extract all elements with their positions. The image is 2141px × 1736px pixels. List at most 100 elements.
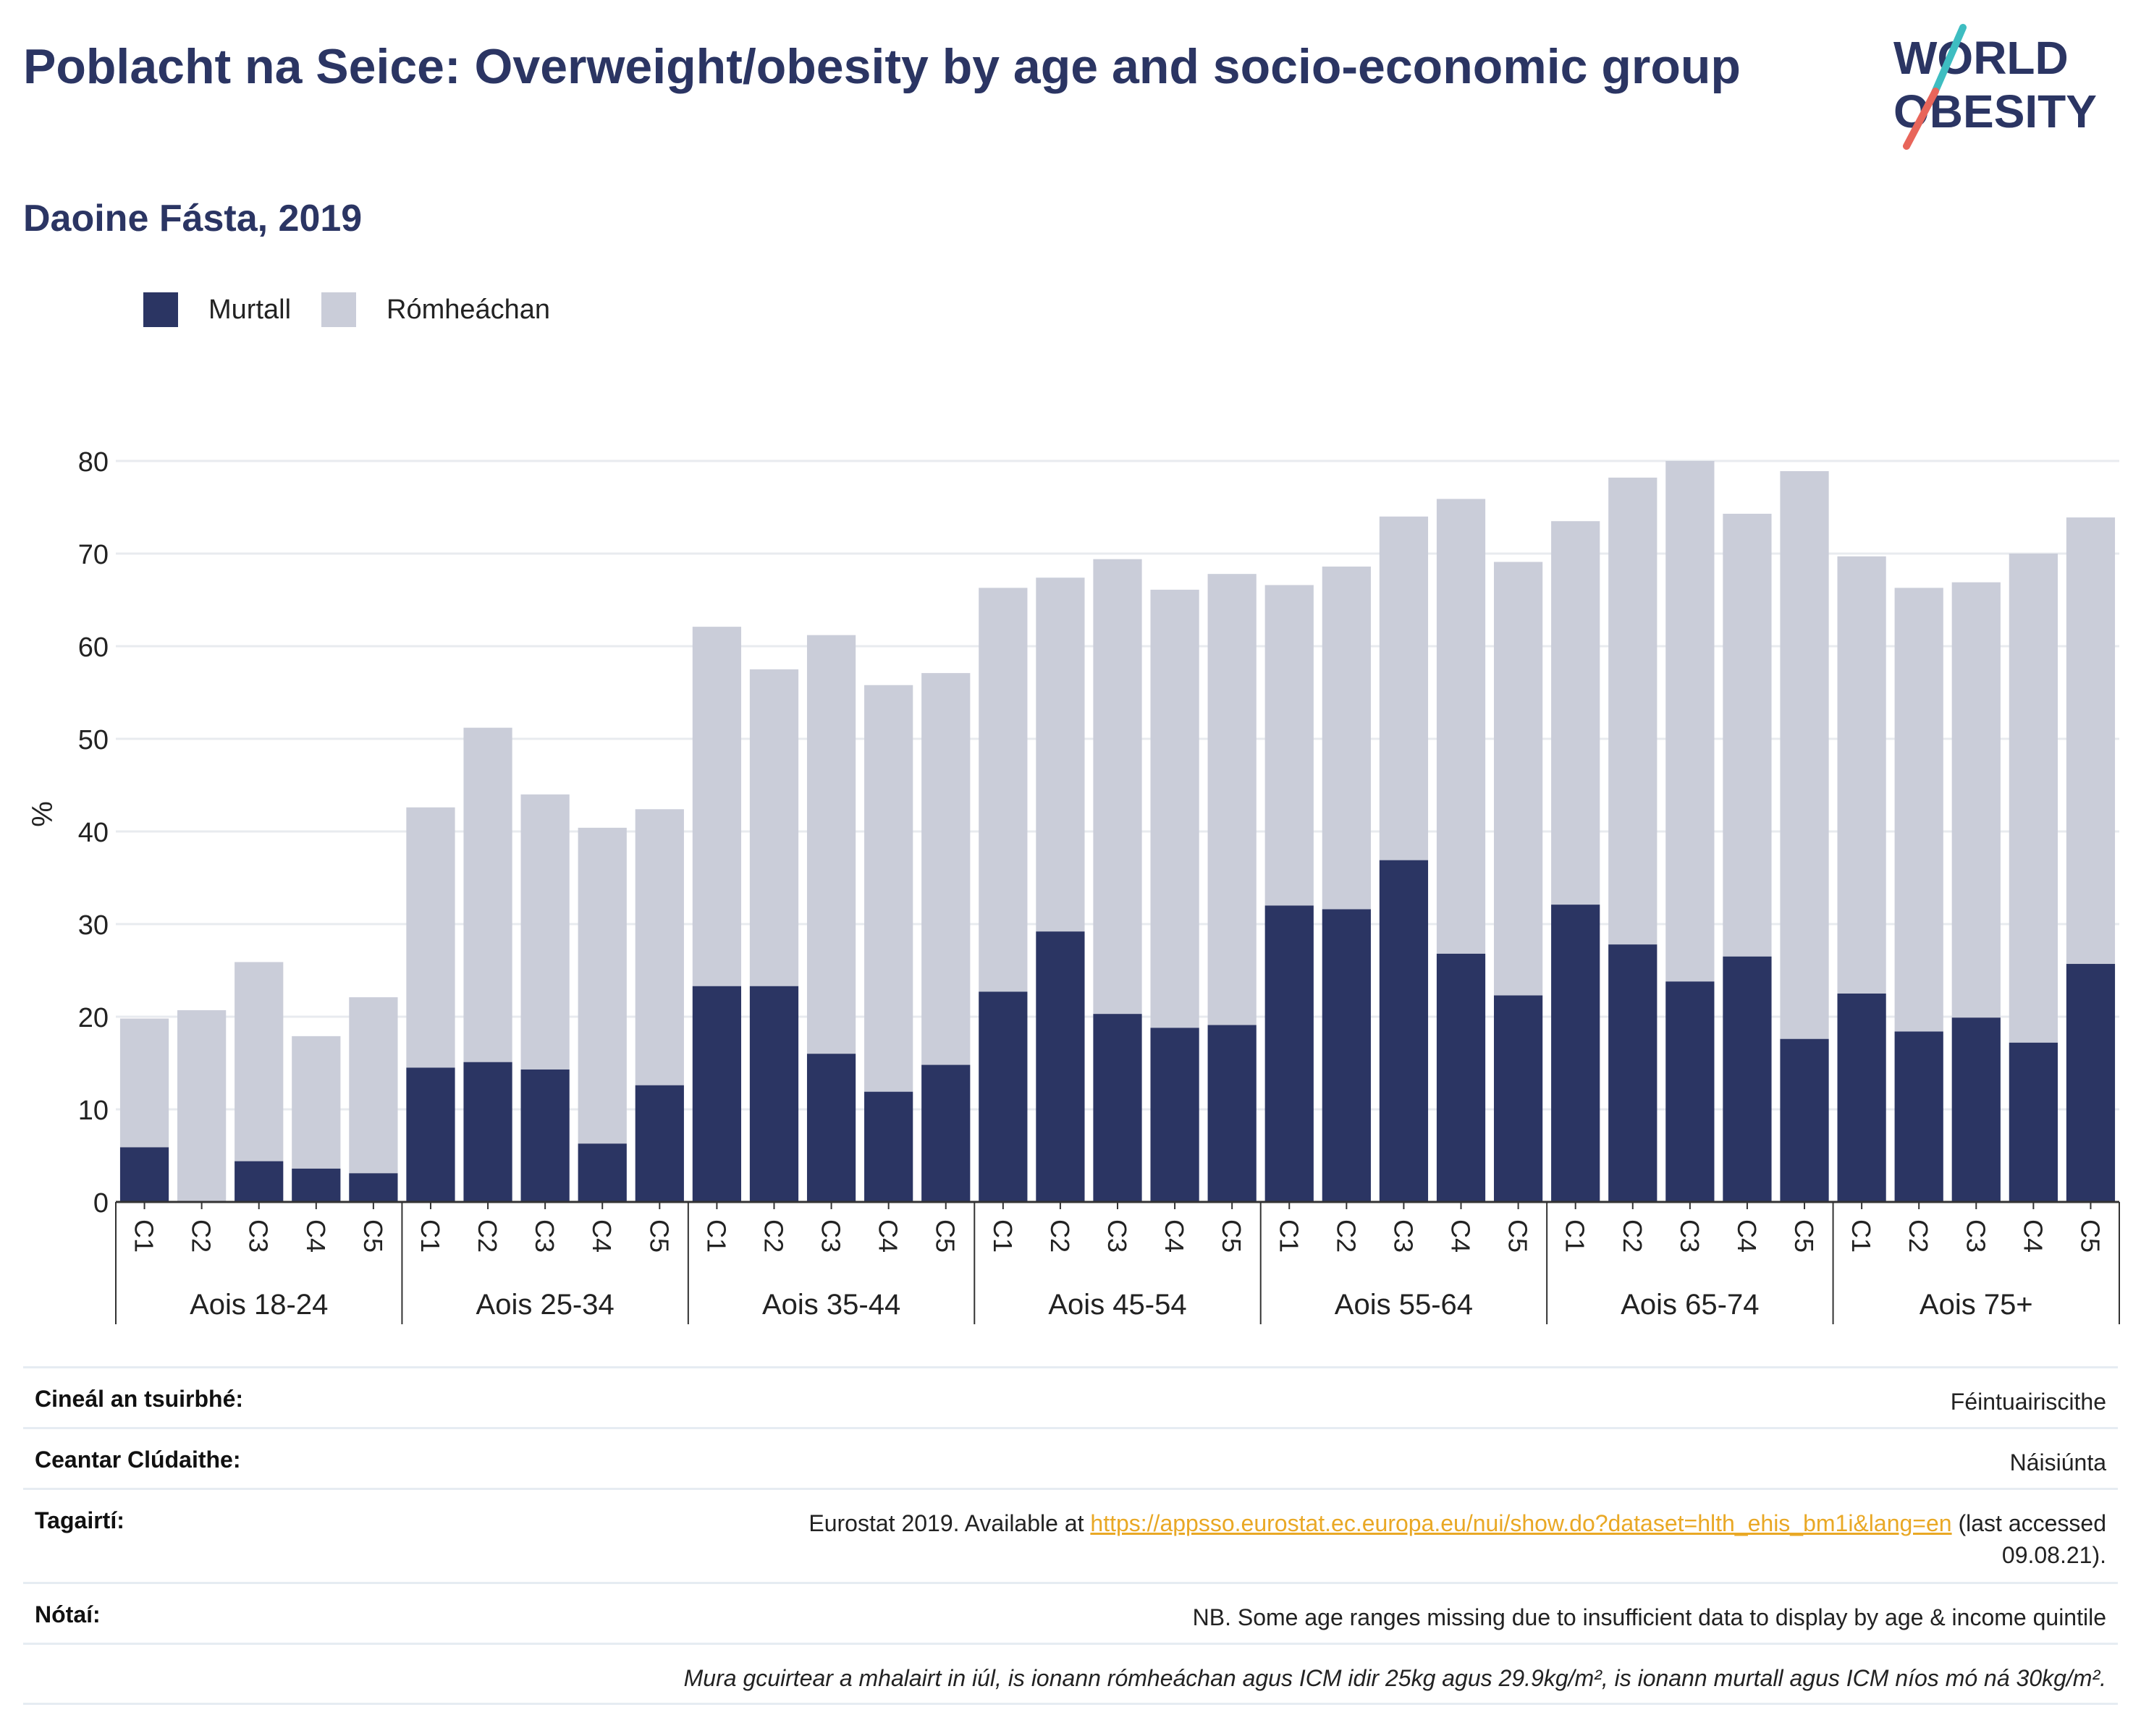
y-tick-label: 0: [93, 1188, 109, 1219]
notes-value: NB. Some age ranges missing due to insuf…: [1192, 1604, 2106, 1630]
bar-murtall: [635, 1085, 684, 1202]
bar-romheachan: [1436, 499, 1486, 954]
x-tick-label: C4: [1160, 1219, 1189, 1253]
x-tick-label: C4: [874, 1219, 903, 1253]
references-value: Eurostat 2019. Available at https://apps…: [808, 1507, 2106, 1571]
group-label: Aois 45-54: [1048, 1289, 1186, 1321]
logo-text-world: WORLD: [1893, 32, 2069, 84]
x-tick-label: C1: [701, 1219, 731, 1253]
bar-murtall: [921, 1064, 971, 1202]
bar-murtall: [979, 991, 1028, 1202]
info-row-notes: Nótaí: NB. Some age ranges missing due t…: [23, 1582, 2118, 1643]
bar-romheachan: [463, 727, 512, 1062]
bar-murtall: [292, 1168, 341, 1202]
x-tick-label: C4: [2018, 1219, 2048, 1253]
x-tick-label: C3: [244, 1219, 274, 1253]
bar-romheachan: [1207, 574, 1257, 1025]
bar-romheachan: [1093, 559, 1142, 1015]
references-link[interactable]: https://appsso.eurostat.ec.europa.eu/nui…: [1090, 1510, 1952, 1536]
bar-romheachan: [1780, 471, 1829, 1039]
bar-romheachan: [1665, 461, 1715, 982]
bar-murtall: [1493, 995, 1543, 1202]
x-tick-label: C3: [1102, 1219, 1132, 1253]
x-tick-label: C4: [1732, 1219, 1762, 1253]
bar-romheachan: [1379, 516, 1429, 860]
bar-murtall: [749, 986, 799, 1202]
bar-romheachan: [406, 807, 455, 1068]
bar-murtall: [1436, 953, 1486, 1202]
y-tick-label: 50: [78, 725, 109, 755]
x-tick-label: C2: [1331, 1219, 1361, 1253]
y-tick-label: 70: [78, 540, 109, 570]
bar-romheachan: [1036, 577, 1085, 932]
y-tick-label: 20: [78, 1003, 109, 1033]
bar-romheachan: [2009, 554, 2058, 1043]
info-row-definition: Mura gcuirtear a mhalairt in iúl, is ion…: [23, 1643, 2118, 1705]
bar-murtall: [1322, 909, 1371, 1202]
y-tick-label: 30: [78, 910, 109, 941]
bar-murtall: [119, 1147, 169, 1202]
bar-romheachan: [1608, 478, 1658, 945]
bar-murtall: [1036, 931, 1085, 1202]
bar-romheachan: [1493, 562, 1543, 996]
x-tick-label: C5: [931, 1219, 960, 1253]
chart-subtitle: Daoine Fásta, 2019: [23, 198, 363, 240]
legend-item-romheachan[interactable]: Rómheáchan: [321, 292, 550, 327]
bar-romheachan: [635, 809, 684, 1085]
bar-murtall: [1665, 981, 1715, 1202]
survey-type-label: Cineál an tsuirbhé:: [35, 1386, 244, 1412]
area-label: Ceantar Clúdaithe:: [35, 1447, 241, 1473]
bar-murtall: [1551, 905, 1600, 1202]
x-tick-label: C2: [187, 1219, 216, 1253]
bar-murtall: [864, 1091, 913, 1202]
x-tick-label: C5: [1217, 1219, 1246, 1253]
x-tick-label: C2: [473, 1219, 502, 1253]
bar-murtall: [578, 1143, 627, 1202]
references-date: 09.08.21).: [2001, 1542, 2106, 1568]
references-prefix: Eurostat 2019. Available at: [808, 1510, 1091, 1536]
info-row-area: Ceantar Clúdaithe: Náisiúnta: [23, 1427, 2118, 1488]
bar-romheachan: [1951, 582, 2001, 1018]
bar-romheachan: [119, 1018, 169, 1148]
bar-romheachan: [235, 962, 284, 1161]
group-label: Aois 75+: [1920, 1289, 2033, 1321]
bar-murtall: [1207, 1025, 1257, 1202]
x-tick-label: C1: [1846, 1219, 1876, 1253]
bar-murtall: [520, 1069, 570, 1202]
x-tick-label: C5: [2075, 1219, 2105, 1253]
definition-note: Mura gcuirtear a mhalairt in iúl, is ion…: [683, 1665, 2106, 1691]
x-tick-label: C5: [1503, 1219, 1533, 1253]
x-tick-label: C2: [1618, 1219, 1647, 1253]
x-tick-label: C5: [644, 1219, 674, 1253]
bar-romheachan: [292, 1036, 341, 1169]
bar-romheachan: [1837, 556, 1886, 994]
chart-title: Poblacht na Seice: Overweight/obesity by…: [23, 39, 1741, 94]
x-tick-label: C3: [1388, 1219, 1418, 1253]
legend-label-romheachan: Rómheáchan: [387, 294, 551, 325]
x-tick-label: C1: [1561, 1219, 1590, 1253]
group-label: Aois 25-34: [476, 1289, 615, 1321]
x-tick-label: C4: [1446, 1219, 1476, 1253]
x-tick-label: C1: [988, 1219, 1018, 1253]
bar-murtall: [806, 1054, 856, 1202]
bar-romheachan: [806, 635, 856, 1054]
bar-romheachan: [921, 673, 971, 1065]
y-tick-label: 60: [78, 632, 109, 663]
chart-legend: Murtall Rómheáchan: [143, 288, 580, 331]
x-tick-label: C3: [1961, 1219, 1990, 1253]
bar-murtall: [1951, 1017, 2001, 1202]
x-tick-label: C3: [1675, 1219, 1705, 1253]
x-tick-label: C2: [1045, 1219, 1075, 1253]
x-tick-label: C2: [1904, 1219, 1933, 1253]
logo-slash-teal: [1930, 24, 1967, 98]
bar-murtall: [1264, 905, 1314, 1202]
bar-murtall: [406, 1067, 455, 1202]
bar-romheachan: [1723, 513, 1772, 957]
y-tick-label: 80: [78, 447, 109, 478]
area-value: Náisiúnta: [2009, 1449, 2106, 1475]
info-row-references: Tagairtí: Eurostat 2019. Available at ht…: [23, 1488, 2118, 1582]
y-axis-label: %: [27, 801, 59, 827]
legend-item-murtall[interactable]: Murtall: [143, 292, 291, 327]
bar-murtall: [1780, 1038, 1829, 1202]
bar-murtall: [349, 1173, 398, 1202]
